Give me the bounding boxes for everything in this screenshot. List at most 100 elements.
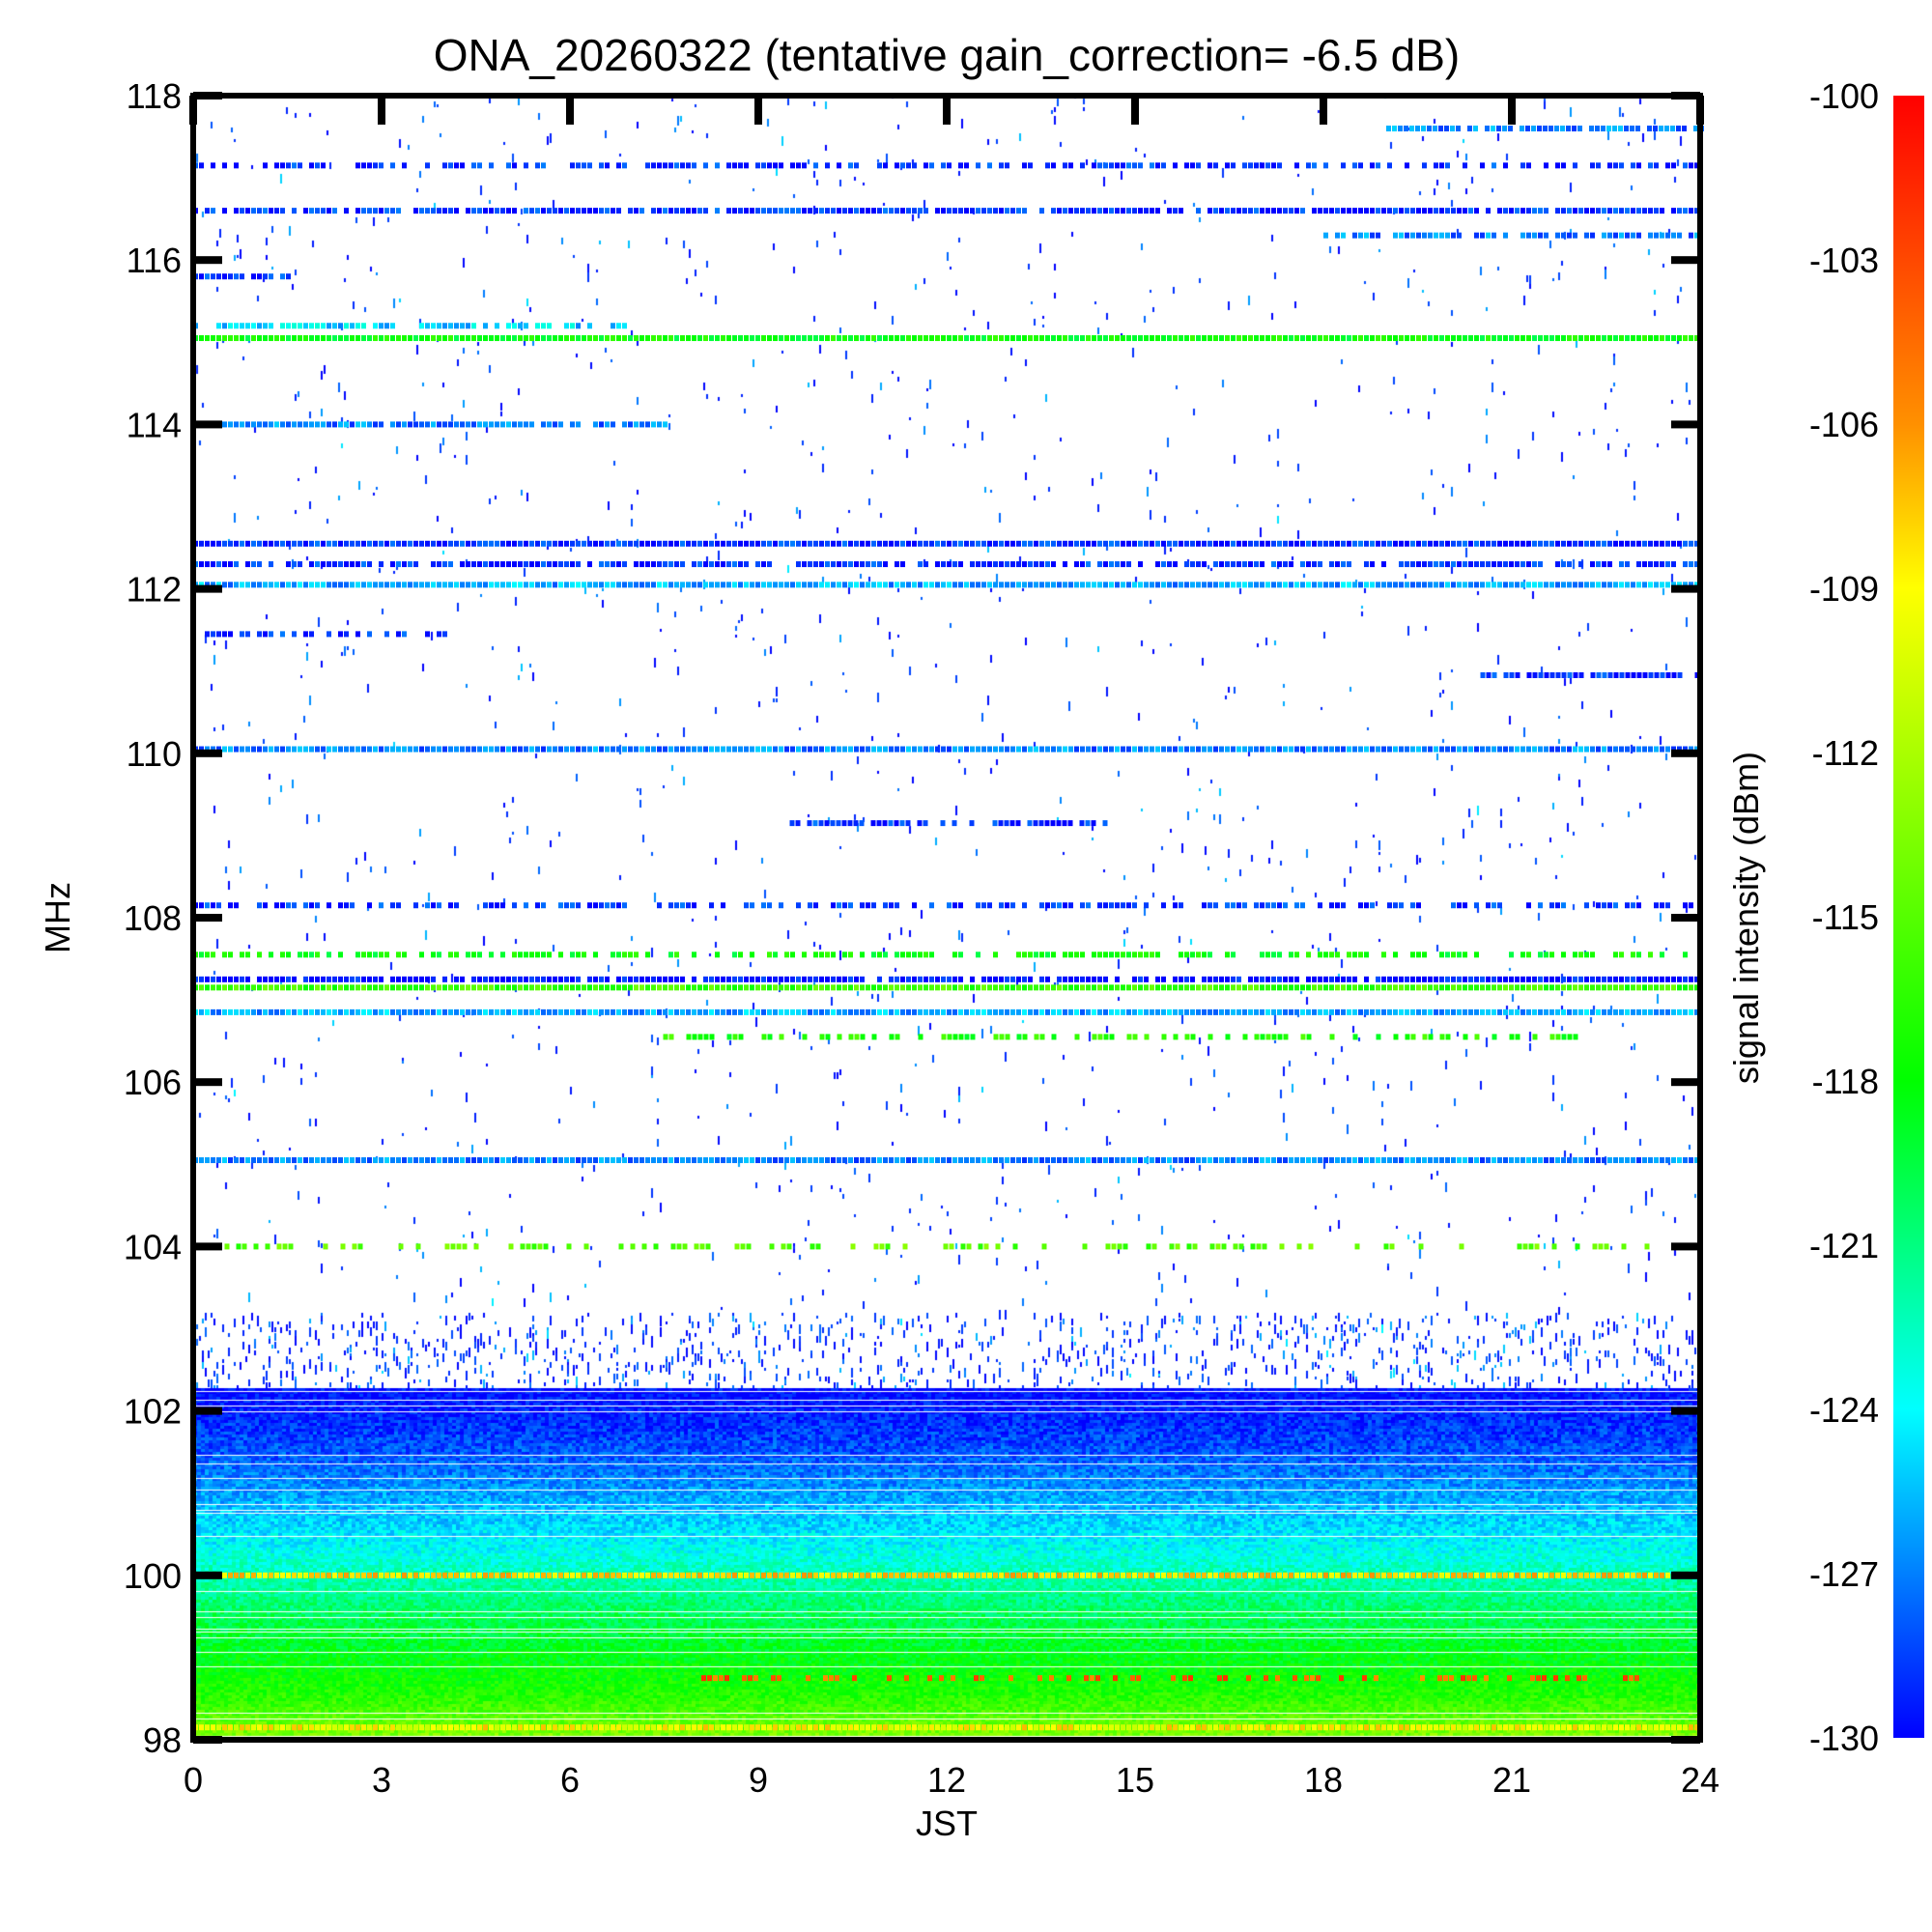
band-segment <box>599 1009 604 1015</box>
band-segment <box>1636 1572 1641 1578</box>
band-segment <box>831 335 836 342</box>
band-segment <box>1439 162 1444 169</box>
band-segment <box>1456 126 1461 132</box>
band-segment <box>818 820 824 827</box>
band-segment <box>1092 540 1096 547</box>
band-segment <box>1665 232 1670 239</box>
band-segment <box>541 746 546 753</box>
band-segment <box>987 1157 992 1164</box>
band-segment <box>1115 1572 1120 1578</box>
band-segment <box>500 1724 505 1731</box>
band-segment <box>512 162 517 169</box>
band-segment <box>280 984 285 991</box>
band-segment <box>1428 1157 1433 1164</box>
band-segment <box>1619 1009 1624 1015</box>
band-segment <box>442 421 447 428</box>
band-segment <box>303 1157 308 1164</box>
band-segment <box>1463 208 1467 214</box>
band-segment <box>767 746 772 753</box>
band-segment <box>668 582 673 588</box>
band-segment <box>1520 232 1525 239</box>
band-segment <box>535 1724 540 1731</box>
band-segment <box>1161 582 1166 588</box>
band-segment <box>582 984 586 991</box>
band-segment <box>1184 540 1189 547</box>
band-segment <box>506 162 511 169</box>
band-segment <box>1509 1009 1514 1015</box>
band-segment <box>929 1009 934 1015</box>
band-segment <box>796 746 801 753</box>
band-segment <box>1422 1572 1427 1578</box>
band-segment <box>1590 1572 1595 1578</box>
band-segment <box>524 561 528 568</box>
band-segment <box>993 1034 999 1040</box>
band-segment <box>1376 540 1380 547</box>
band-segment <box>1463 1572 1467 1578</box>
band-segment <box>1387 976 1392 982</box>
band-segment <box>286 540 291 547</box>
band-segment <box>1097 1724 1102 1731</box>
band-segment <box>576 582 581 588</box>
band-segment <box>668 746 673 753</box>
band-segment <box>454 1572 459 1578</box>
band-segment <box>877 582 882 588</box>
band-segment <box>802 1034 808 1040</box>
band-segment <box>553 335 557 342</box>
band-segment <box>1248 162 1253 169</box>
band-segment <box>1654 1724 1659 1731</box>
band-segment <box>379 162 384 169</box>
band-segment <box>1515 984 1520 991</box>
band-segment <box>732 1572 737 1578</box>
band-segment <box>222 1724 227 1731</box>
plot-frame <box>190 93 1703 1743</box>
band-segment <box>257 631 262 638</box>
band-segment <box>466 1724 470 1731</box>
band-segment <box>993 1724 998 1731</box>
band-segment <box>812 820 818 827</box>
band-segment <box>500 1572 505 1578</box>
band-segment <box>905 820 911 827</box>
band-segment <box>1126 1034 1132 1040</box>
band-segment <box>344 746 349 753</box>
band-segment <box>1503 540 1508 547</box>
band-segment <box>808 561 812 568</box>
band-segment <box>245 1572 250 1578</box>
band-segment <box>837 984 841 991</box>
band-segment <box>906 976 911 982</box>
band-segment <box>732 952 737 958</box>
band-segment <box>361 335 366 342</box>
band-segment <box>1549 1724 1554 1731</box>
band-segment <box>999 582 1004 588</box>
band-segment <box>1254 1034 1260 1040</box>
band-segment <box>895 1157 899 1164</box>
band-segment <box>390 335 395 342</box>
band-segment <box>1173 746 1178 753</box>
band-segment <box>952 820 957 827</box>
band-segment <box>286 582 291 588</box>
band-segment <box>1370 540 1375 547</box>
band-segment <box>808 976 812 982</box>
band-segment <box>1138 561 1143 568</box>
band-segment <box>1386 126 1391 132</box>
band-segment <box>895 208 899 214</box>
band-segment <box>1671 561 1676 568</box>
band-segment <box>773 984 778 991</box>
band-segment <box>1665 1724 1670 1731</box>
band-segment <box>680 984 685 991</box>
band-segment <box>1045 902 1050 909</box>
band-segment <box>1445 1572 1450 1578</box>
band-segment <box>599 902 604 909</box>
band-segment <box>1126 162 1131 169</box>
band-segment <box>738 1724 743 1731</box>
band-segment <box>796 561 801 568</box>
signal-band <box>193 162 1699 169</box>
band-segment <box>1445 540 1450 547</box>
band-segment <box>1526 162 1531 169</box>
band-segment <box>1202 335 1207 342</box>
band-segment <box>547 208 552 214</box>
band-segment <box>1161 1009 1166 1015</box>
band-segment <box>802 1157 807 1164</box>
band-segment <box>529 1009 534 1015</box>
band-segment <box>895 984 899 991</box>
band-segment <box>1312 582 1317 588</box>
